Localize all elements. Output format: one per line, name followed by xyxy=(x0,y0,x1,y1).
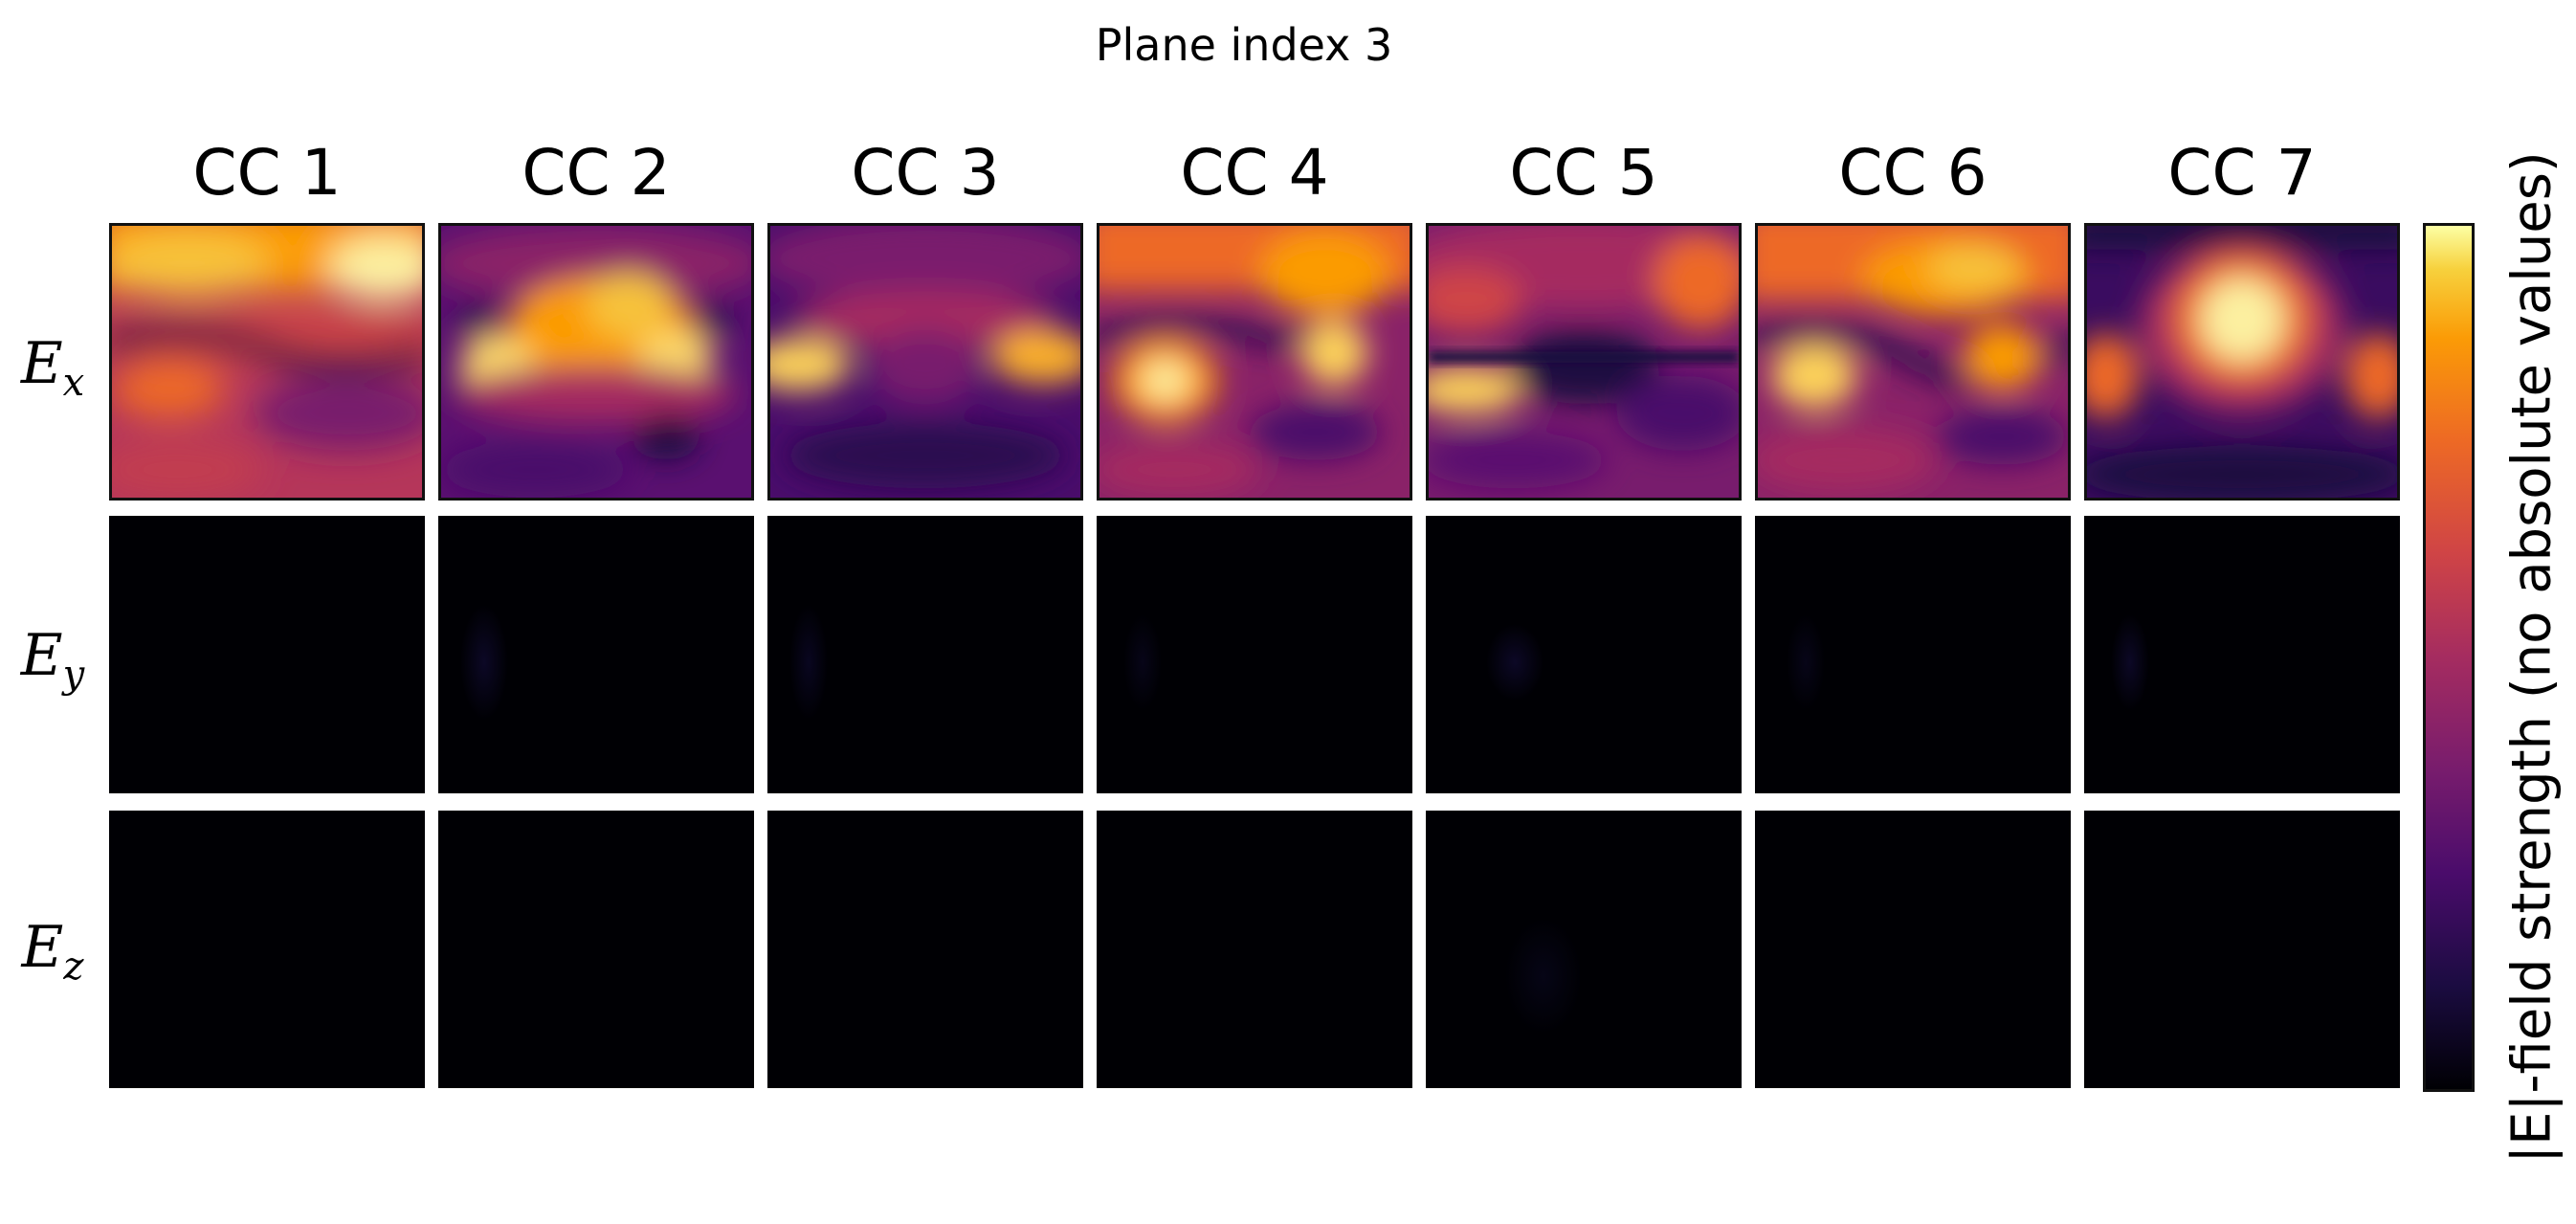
column-title-cc6: CC 6 xyxy=(1838,136,1988,210)
heatmap-ex-cc7 xyxy=(2084,223,2400,501)
column-title-cc4: CC 4 xyxy=(1180,136,1329,210)
column-title-cc7: CC 7 xyxy=(2167,136,2317,210)
column-title-cc2: CC 2 xyxy=(522,136,671,210)
heatmap-ex-cc2 xyxy=(438,223,754,501)
heatmap-ex-cc1 xyxy=(109,223,425,501)
heatmap-ey-cc4 xyxy=(1097,516,1412,793)
column-title-cc5: CC 5 xyxy=(1509,136,1658,210)
heatmap-ey-cc2 xyxy=(438,516,754,793)
heatmap-ez-cc1 xyxy=(109,811,425,1088)
colorbar-label: |E|-field strength (no absolute values) xyxy=(2500,151,2564,1164)
column-title-cc1: CC 1 xyxy=(192,136,342,210)
heatmap-ey-cc1 xyxy=(109,516,425,793)
heatmap-ez-cc2 xyxy=(438,811,754,1088)
heatmap-ez-cc5 xyxy=(1426,811,1742,1088)
heatmap-ex-cc5 xyxy=(1426,223,1742,501)
heatmap-ez-cc4 xyxy=(1097,811,1412,1088)
row-label-ez: Ez xyxy=(21,914,84,989)
row-label-ey: Ey xyxy=(20,622,85,697)
heatmap-ey-cc6 xyxy=(1755,516,2071,793)
heatmap-ez-cc3 xyxy=(767,811,1083,1088)
figure-title: Plane index 3 xyxy=(1095,19,1393,71)
heatmap-ey-cc7 xyxy=(2084,516,2400,793)
column-title-cc3: CC 3 xyxy=(851,136,1000,210)
colorbar xyxy=(2423,223,2475,1092)
heatmap-ez-cc6 xyxy=(1755,811,2071,1088)
row-label-ex: Ex xyxy=(20,330,85,405)
heatmap-ex-cc3 xyxy=(767,223,1083,501)
heatmap-ex-cc4 xyxy=(1097,223,1412,501)
heatmap-ex-cc6 xyxy=(1755,223,2071,501)
heatmap-ey-cc5 xyxy=(1426,516,1742,793)
heatmap-ez-cc7 xyxy=(2084,811,2400,1088)
heatmap-ey-cc3 xyxy=(767,516,1083,793)
